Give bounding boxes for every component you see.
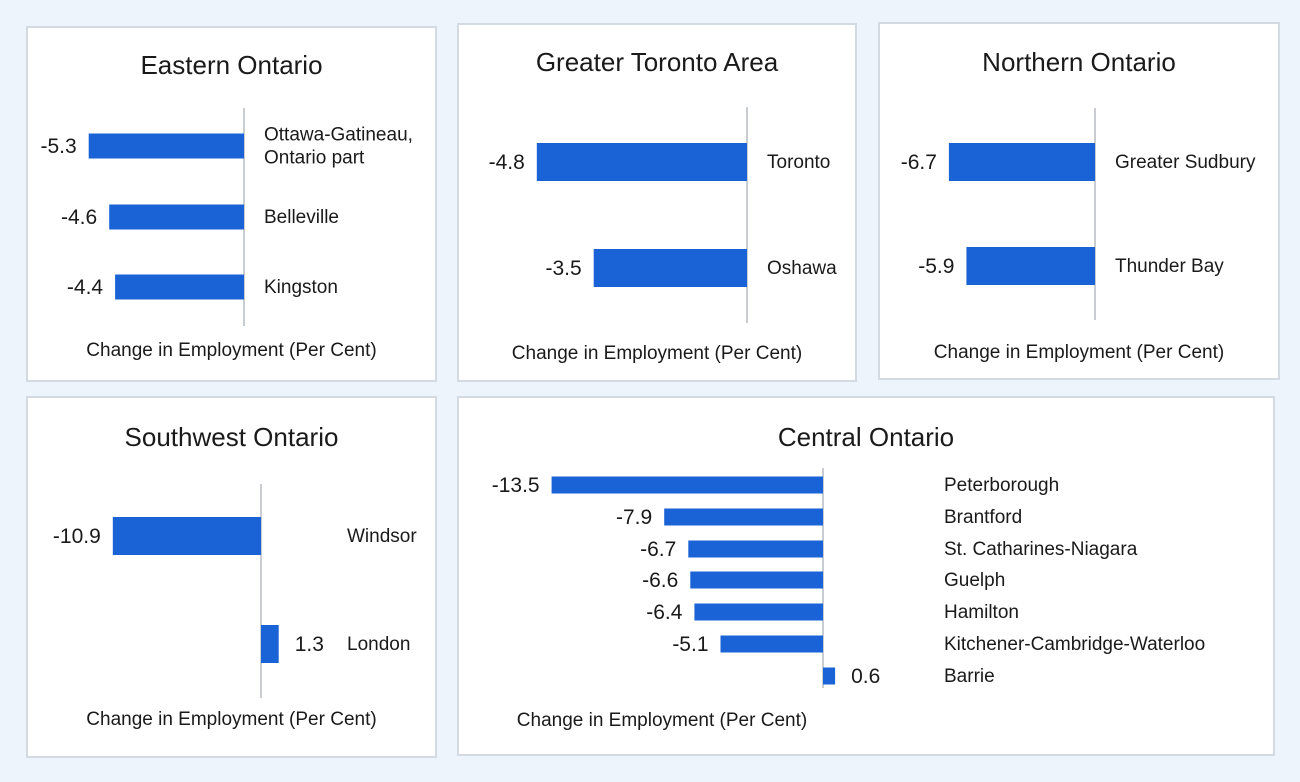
data-label: -6.7 bbox=[901, 151, 937, 174]
chart-panel-southwest-ontario: Southwest Ontario -10.9 Windsor 1.3 London … bbox=[26, 396, 437, 758]
category-label: Brantford bbox=[944, 507, 1022, 528]
bar bbox=[551, 476, 823, 494]
category-label: St. Catharines-Niagara bbox=[944, 539, 1138, 560]
bar bbox=[261, 625, 279, 663]
bar bbox=[688, 540, 823, 558]
chart-plot: -5.3 Ottawa-Gatineau,Ontario part -4.6 Bell… bbox=[41, 108, 413, 326]
chart-panel-greater-toronto-area: Greater Toronto Area -4.8 Toronto -3.5 Osha… bbox=[457, 23, 857, 382]
bar bbox=[664, 508, 823, 526]
bar bbox=[115, 274, 244, 300]
x-axis-label: Change in Employment (Per Cent) bbox=[86, 340, 377, 361]
chart-title: Greater Toronto Area bbox=[535, 47, 779, 77]
data-label: -5.3 bbox=[41, 135, 77, 158]
bar bbox=[536, 143, 747, 181]
category-label: London bbox=[347, 634, 410, 655]
chart-title: Central Ontario bbox=[777, 422, 955, 452]
x-axis-label: Change in Employment (Per Cent) bbox=[511, 343, 803, 364]
category-label: Oshawa bbox=[767, 258, 837, 279]
bar bbox=[823, 667, 836, 685]
category-label: Kingston bbox=[264, 277, 338, 298]
data-label: -4.8 bbox=[489, 151, 525, 174]
category-label: Toronto bbox=[767, 152, 830, 173]
x-axis-label: Change in Employment (Per Cent) bbox=[516, 710, 808, 731]
chart-plot: -13.5 Peterborough -7.9 Brantford -6.7 St. Ca… bbox=[492, 468, 1205, 688]
data-label: -6.4 bbox=[646, 601, 683, 624]
bar bbox=[690, 571, 823, 589]
data-label: -5.9 bbox=[918, 255, 954, 278]
data-label: 1.3 bbox=[295, 633, 324, 656]
bar bbox=[593, 249, 747, 287]
category-label: Guelph bbox=[944, 570, 1005, 591]
category-label: Peterborough bbox=[944, 475, 1059, 496]
chart-panel-eastern-ontario: Eastern Ontario -5.3 Ottawa-Gatineau, Onta… bbox=[26, 26, 437, 382]
bar bbox=[966, 247, 1095, 285]
chart-plot: -4.8 Toronto -3.5 Oshawa bbox=[489, 107, 837, 323]
category-label: Windsor bbox=[347, 526, 417, 547]
category-label: Hamilton bbox=[944, 602, 1019, 623]
x-axis-label: Change in Employment (Per Cent) bbox=[86, 709, 377, 730]
data-label: -6.7 bbox=[640, 538, 676, 561]
bar bbox=[720, 635, 823, 653]
chart-title: Northern Ontario bbox=[982, 47, 1176, 77]
chart-plot: -10.9 Windsor 1.3 London bbox=[53, 484, 417, 698]
data-label: -7.9 bbox=[616, 506, 652, 529]
chart-panel-northern-ontario: Northern Ontario -6.7 Greater Sudbury -5.9… bbox=[878, 22, 1280, 380]
bar bbox=[112, 517, 261, 555]
data-label: -3.5 bbox=[546, 257, 582, 280]
data-label: -4.6 bbox=[61, 206, 97, 229]
data-label: -10.9 bbox=[53, 525, 101, 548]
category-label: Ottawa-Gatineau, bbox=[264, 125, 413, 146]
data-label: 0.6 bbox=[851, 665, 880, 688]
data-label: -5.1 bbox=[672, 633, 708, 656]
chart-title: Southwest Ontario bbox=[124, 422, 339, 452]
bar bbox=[88, 133, 244, 159]
category-label: Thunder Bay bbox=[1115, 256, 1224, 277]
data-label: -6.6 bbox=[642, 569, 678, 592]
category-label: Kitchener-Cambridge-Waterloo bbox=[944, 634, 1205, 655]
bar bbox=[109, 204, 244, 230]
category-label: Greater Sudbury bbox=[1115, 152, 1256, 173]
category-label: Belleville bbox=[264, 207, 339, 228]
data-label: -4.4 bbox=[67, 276, 104, 299]
data-label: -13.5 bbox=[492, 474, 540, 497]
category-label: Barrie bbox=[944, 666, 995, 687]
chart-title: Eastern Ontario bbox=[140, 50, 323, 80]
category-label: Ontario part bbox=[264, 148, 365, 169]
bar bbox=[694, 603, 823, 621]
x-axis-label: Change in Employment (Per Cent) bbox=[933, 342, 1225, 363]
bar bbox=[948, 143, 1095, 181]
chart-plot: -6.7 Greater Sudbury -5.9 Thunder Bay bbox=[901, 108, 1256, 320]
chart-panel-central-ontario: Central Ontario -13.5 Peterborough -7.9 Bra… bbox=[457, 396, 1275, 756]
